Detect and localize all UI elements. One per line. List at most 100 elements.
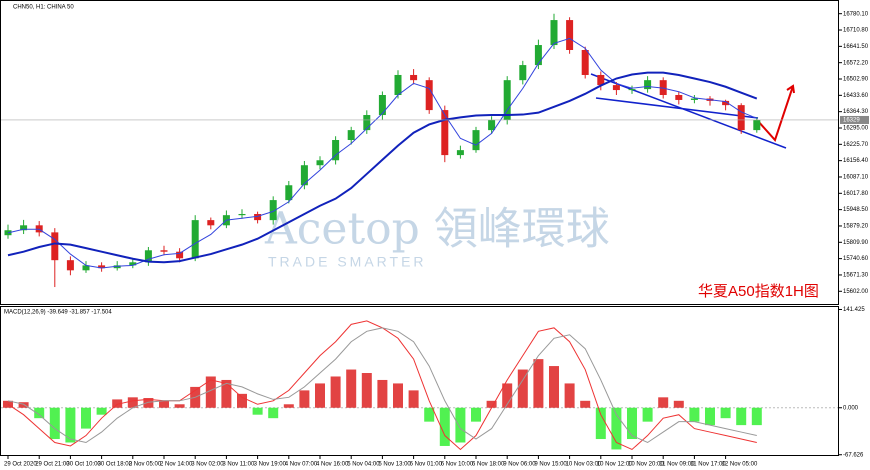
candle-body — [566, 20, 574, 50]
x-tick-label: 5 Nov 13:00 — [378, 462, 411, 468]
macd-bar — [252, 407, 263, 415]
candle-body — [472, 130, 480, 151]
x-tick-label: 9 Nov 15:00 — [534, 462, 567, 468]
macd-bar — [159, 400, 169, 408]
y-tick-label: 16780.10 — [843, 11, 869, 17]
watermark-sub: TRADE SMARTER — [268, 254, 427, 270]
candle-body — [534, 45, 542, 66]
candle-body — [753, 119, 761, 131]
x-tick-label: 11 Nov 17:00 — [690, 462, 726, 468]
y-tick-label: 16502.90 — [843, 77, 869, 83]
macd-bar — [34, 407, 45, 419]
price-pane — [0, 0, 839, 305]
macd-bar — [96, 407, 107, 415]
y-tick-label: 0.000 — [843, 405, 859, 411]
macd-bar — [627, 407, 637, 440]
y-tick-label: 16225.70 — [843, 142, 869, 148]
y-tick-label: 16710.80 — [843, 28, 869, 34]
x-tick-label: 29 Oct 2020 — [4, 462, 37, 468]
macd-bar — [65, 407, 76, 443]
candle-body — [363, 115, 371, 131]
line — [7, 71, 758, 264]
last-price-box — [840, 115, 869, 124]
macd-bar — [237, 393, 247, 408]
y-tick-label: 16295.00 — [843, 126, 869, 132]
candle-body — [722, 100, 730, 106]
trend-line — [590, 73, 787, 149]
x-tick-label: 10 Nov 03:00 — [566, 462, 602, 468]
candle-body — [488, 119, 496, 131]
macd-bar — [361, 373, 372, 408]
x-tick-label: 6 Nov 18:00 — [472, 462, 505, 468]
macd-bar — [705, 407, 715, 426]
macd-bar — [174, 404, 185, 408]
trend-line — [595, 97, 759, 119]
x-tick-label: 2 Nov 05:00 — [129, 462, 162, 468]
x-tick-label: 29 Oct 21:00 — [35, 462, 70, 468]
y-tick-label: 16641.50 — [843, 44, 869, 50]
x-tick-label: 30 Oct 18:00 — [98, 462, 133, 468]
macd-bar — [221, 379, 232, 408]
macd-bar — [330, 376, 341, 408]
x-tick-label: 2 Nov 14:00 — [160, 462, 193, 468]
macd-bar — [517, 369, 528, 408]
annotation: 华夏A50指数1H图 — [698, 283, 819, 300]
candle-body — [675, 95, 683, 100]
y-tick-label: 16433.60 — [843, 93, 869, 99]
candle-body — [378, 95, 386, 116]
candle-body — [207, 220, 215, 226]
macd-bar — [424, 407, 435, 422]
line — [7, 37, 757, 269]
macd-bar — [377, 379, 388, 408]
y-tick-label: 16572.20 — [843, 60, 869, 66]
macd-bar — [595, 407, 606, 440]
candle-body — [254, 213, 262, 221]
x-tick-label: 3 Nov 02:00 — [191, 462, 224, 468]
macd-bar — [49, 407, 60, 440]
macd-bar — [471, 407, 481, 422]
candle-body — [316, 160, 324, 166]
macd-bar — [268, 407, 279, 419]
candle-body — [737, 105, 745, 131]
macd-bar — [689, 407, 700, 422]
x-tick-label: 30 Oct 10:00 — [66, 462, 101, 468]
candle-body — [285, 185, 293, 201]
candle-body — [191, 220, 199, 259]
candle-body — [612, 85, 620, 91]
candle-body — [144, 250, 152, 263]
candle-body — [441, 110, 449, 156]
candle-body — [597, 74, 605, 86]
macd-bar — [673, 400, 684, 408]
macd-bar — [502, 383, 513, 408]
y-tick-label: 16017.80 — [843, 191, 869, 197]
y-tick-label: 141.425 — [843, 307, 865, 313]
macd-bar — [408, 390, 419, 408]
y-tick-label: 16087.10 — [843, 175, 869, 181]
y-tick-label: 15671.30 — [843, 273, 869, 279]
macd-bar — [580, 400, 591, 408]
x-tick-label: 4 Nov 16:00 — [316, 462, 349, 468]
macd-bar — [205, 376, 216, 408]
macd-bar — [751, 407, 762, 426]
candle-body — [176, 251, 184, 259]
y-tick-label: 16156.40 — [843, 158, 869, 164]
candle-body — [456, 150, 464, 156]
x-tick-label: 3 Nov 19:00 — [254, 462, 287, 468]
candle-body — [269, 200, 277, 221]
macd-bar — [720, 407, 731, 419]
macd-bar — [299, 390, 310, 408]
x-tick-label: 11 Nov 09:00 — [659, 462, 695, 468]
line — [7, 327, 757, 444]
x-tick-label: 3 Nov 11:00 — [222, 462, 255, 468]
candle-body — [51, 232, 59, 261]
candle-body — [503, 80, 511, 120]
candle-body — [550, 20, 558, 46]
y-tick-label: -67.626 — [843, 452, 864, 458]
macd-bar — [439, 407, 450, 446]
candle-body — [690, 98, 698, 100]
y-tick-label: 16364.30 — [843, 109, 869, 115]
x-tick-label: 9 Nov 06:00 — [503, 462, 536, 468]
macd-bar — [736, 407, 747, 426]
candle-body — [82, 265, 90, 271]
x-tick-label: 6 Nov 01:00 — [410, 462, 443, 468]
